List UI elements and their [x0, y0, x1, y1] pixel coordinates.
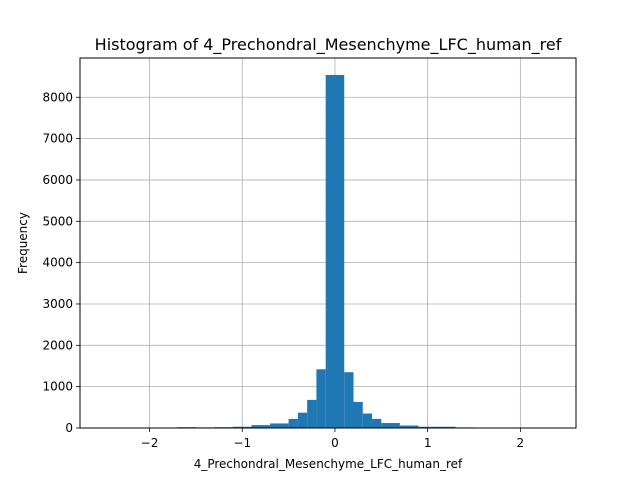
y-axis-label: Frequency [16, 212, 30, 274]
histogram-bar [297, 412, 308, 428]
histogram-bar [251, 425, 271, 428]
histogram-bar [307, 399, 317, 428]
y-tick-label: 0 [65, 421, 73, 435]
plot-frame [79, 57, 577, 429]
histogram-bar [270, 423, 289, 428]
x-tick-label: −1 [233, 436, 251, 450]
chart-title: Histogram of 4_Prechondral_Mesenchyme_LF… [95, 35, 562, 55]
x-tick-label: −2 [141, 436, 159, 450]
y-tick-label: 8000 [42, 90, 73, 104]
histogram-bar [316, 369, 326, 428]
y-tick-label: 4000 [42, 256, 73, 270]
x-tick-label: 2 [517, 436, 525, 450]
y-tick-label: 3000 [42, 297, 73, 311]
histogram-bar [381, 423, 400, 428]
histogram-bar [436, 426, 456, 428]
histogram-bar [232, 426, 252, 428]
y-tick-label: 2000 [42, 338, 73, 352]
y-tick-label: 5000 [42, 214, 73, 228]
y-tick-label: 1000 [42, 380, 73, 394]
x-axis-ticks: −2 −1 0 1 2 [141, 428, 525, 450]
x-tick-label: 1 [424, 436, 432, 450]
histogram-bar [362, 413, 373, 428]
histogram-bars [103, 74, 567, 429]
histogram-bar [372, 418, 382, 428]
histogram-bar [399, 425, 419, 428]
y-axis-ticks: 0 1000 2000 3000 4000 5000 6000 7000 8000 [42, 90, 80, 435]
y-tick-label: 7000 [42, 132, 73, 146]
histogram-bar [353, 401, 363, 428]
x-tick-label: 0 [331, 436, 339, 450]
y-tick-label: 6000 [42, 173, 73, 187]
x-axis-label: 4_Prechondral_Mesenchyme_LFC_human_ref [194, 457, 463, 471]
histogram-bar [325, 74, 345, 429]
histogram-bar [344, 372, 354, 428]
histogram-bar [288, 418, 298, 428]
histogram-bar [418, 426, 437, 428]
